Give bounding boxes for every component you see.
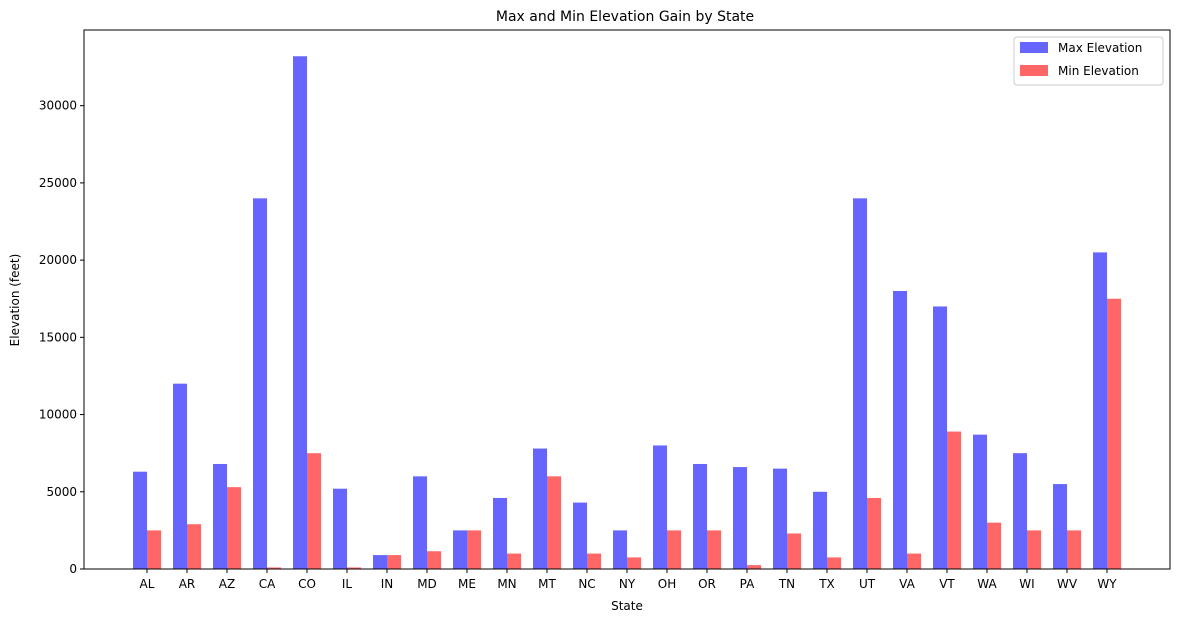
plot-frame: [83, 29, 1171, 570]
max-elevation-bar-oh: [653, 445, 667, 569]
x-tick-label-ut: UT: [859, 577, 876, 591]
max-elevation-bar-wv: [1053, 484, 1067, 569]
min-elevation-bar-in: [387, 555, 401, 569]
x-tick-label-wa: WA: [977, 577, 997, 591]
y-tick-label: 10000: [39, 408, 77, 422]
max-elevation-bar-ut: [853, 198, 867, 569]
legend-label: Min Elevation: [1058, 64, 1139, 78]
x-tick-label-or: OR: [698, 577, 716, 591]
max-elevation-bar-ny: [613, 530, 627, 569]
min-elevation-bar-oh: [667, 530, 681, 569]
x-tick-label-in: IN: [381, 577, 394, 591]
max-elevation-bar-tn: [773, 468, 787, 569]
min-elevation-bar-az: [227, 487, 241, 569]
min-elevation-bar-tn: [787, 533, 801, 569]
min-elevation-bar-mt: [547, 476, 561, 569]
max-elevation-bar-in: [373, 555, 387, 569]
y-tick-label: 5000: [46, 485, 77, 499]
x-tick-label-al: AL: [140, 577, 155, 591]
min-elevation-bar-wi: [1027, 530, 1041, 569]
legend-box: [1013, 36, 1164, 86]
x-tick-label-wy: WY: [1097, 577, 1117, 591]
y-tick-label: 15000: [39, 330, 77, 344]
min-elevation-bar-pa: [747, 565, 761, 569]
legend-swatch: [1020, 42, 1048, 53]
x-tick-label-md: MD: [417, 577, 437, 591]
legend: Max Elevation Min Elevation: [1013, 36, 1164, 86]
x-tick-label-il: IL: [342, 577, 353, 591]
max-elevation-bar-pa: [733, 467, 747, 569]
max-elevation-bar-wa: [973, 434, 987, 569]
legend-label: Max Elevation: [1058, 41, 1142, 55]
y-tick-label: 0: [69, 562, 77, 576]
y-axis-label: Elevation (feet): [8, 254, 22, 347]
max-elevation-bar-az: [213, 463, 227, 569]
min-elevation-bar-ut: [867, 497, 881, 569]
max-elevation-bar-wi: [1013, 453, 1027, 569]
y-tick-label: 20000: [39, 253, 77, 267]
x-tick-label-me: ME: [458, 577, 476, 591]
min-elevation-bar-ca: [267, 567, 281, 569]
min-elevation-bar-wy: [1107, 298, 1121, 569]
x-tick-label-ny: NY: [619, 577, 636, 591]
y-tick-label: 30000: [39, 99, 77, 113]
min-elevation-bar-nc: [587, 553, 601, 569]
x-tick-label-oh: OH: [658, 577, 676, 591]
min-elevation-bar-tx: [827, 557, 841, 569]
x-tick-label-mt: MT: [538, 577, 556, 591]
max-elevation-bar-co: [293, 56, 307, 570]
x-tick-label-wi: WI: [1019, 577, 1034, 591]
x-axis-label: State: [611, 599, 643, 613]
x-axis: AL AR AZ CA CO IL IN MD ME MN MT NC NY OH OR PA TN TX UT VA…: [140, 569, 1117, 591]
max-elevation-bar-wy: [1093, 252, 1107, 569]
max-elevation-bar-ar: [173, 383, 187, 569]
max-elevation-bar-ca: [253, 198, 267, 569]
chart-title: Max and Min Elevation Gain by State: [496, 9, 754, 25]
min-elevation-bar-ar: [187, 524, 201, 569]
min-elevation-bar-vt: [947, 431, 961, 569]
x-tick-label-va: VA: [899, 577, 915, 591]
min-elevation-bar-ny: [627, 557, 641, 569]
max-elevation-bar-vt: [933, 306, 947, 569]
min-elevation-bar-or: [707, 530, 721, 569]
min-elevation-bar-wv: [1067, 530, 1081, 569]
x-tick-label-az: AZ: [219, 577, 235, 591]
x-tick-label-ca: CA: [259, 577, 276, 591]
x-tick-label-co: CO: [298, 577, 316, 591]
min-elevation-bar-md: [427, 551, 441, 569]
min-elevation-bar-me: [467, 530, 481, 569]
max-elevation-bar-or: [693, 463, 707, 569]
max-elevation-bar-me: [453, 530, 467, 569]
min-elevation-bar-co: [307, 453, 321, 569]
x-tick-label-ar: AR: [179, 577, 196, 591]
x-tick-label-vt: VT: [939, 577, 955, 591]
max-elevation-bar-mt: [533, 448, 547, 569]
x-tick-label-tn: TN: [778, 577, 795, 591]
max-elevation-bar-nc: [573, 502, 587, 569]
max-elevation-bar-va: [893, 291, 907, 569]
max-elevation-bar-tx: [813, 491, 827, 569]
x-tick-label-wv: WV: [1057, 577, 1078, 591]
x-tick-label-mn: MN: [497, 577, 516, 591]
min-elevation-bar-al: [147, 530, 161, 569]
min-elevation-bar-il: [347, 567, 361, 569]
min-elevation-bar-wa: [987, 522, 1001, 569]
x-tick-label-nc: NC: [578, 577, 595, 591]
max-elevation-bar-il: [333, 488, 347, 569]
legend-swatch: [1020, 65, 1048, 76]
plot-area: [133, 56, 1121, 570]
x-tick-label-tx: TX: [818, 577, 835, 591]
max-elevation-bar-md: [413, 476, 427, 569]
x-tick-label-pa: PA: [740, 577, 755, 591]
y-axis: 0 5000 10000 15000 20000 25000 30000: [39, 99, 84, 576]
y-tick-label: 25000: [39, 176, 77, 190]
min-elevation-bar-mn: [507, 553, 521, 569]
max-elevation-bar-mn: [493, 497, 507, 569]
min-elevation-bar-va: [907, 553, 921, 569]
max-elevation-bar-al: [133, 471, 147, 569]
